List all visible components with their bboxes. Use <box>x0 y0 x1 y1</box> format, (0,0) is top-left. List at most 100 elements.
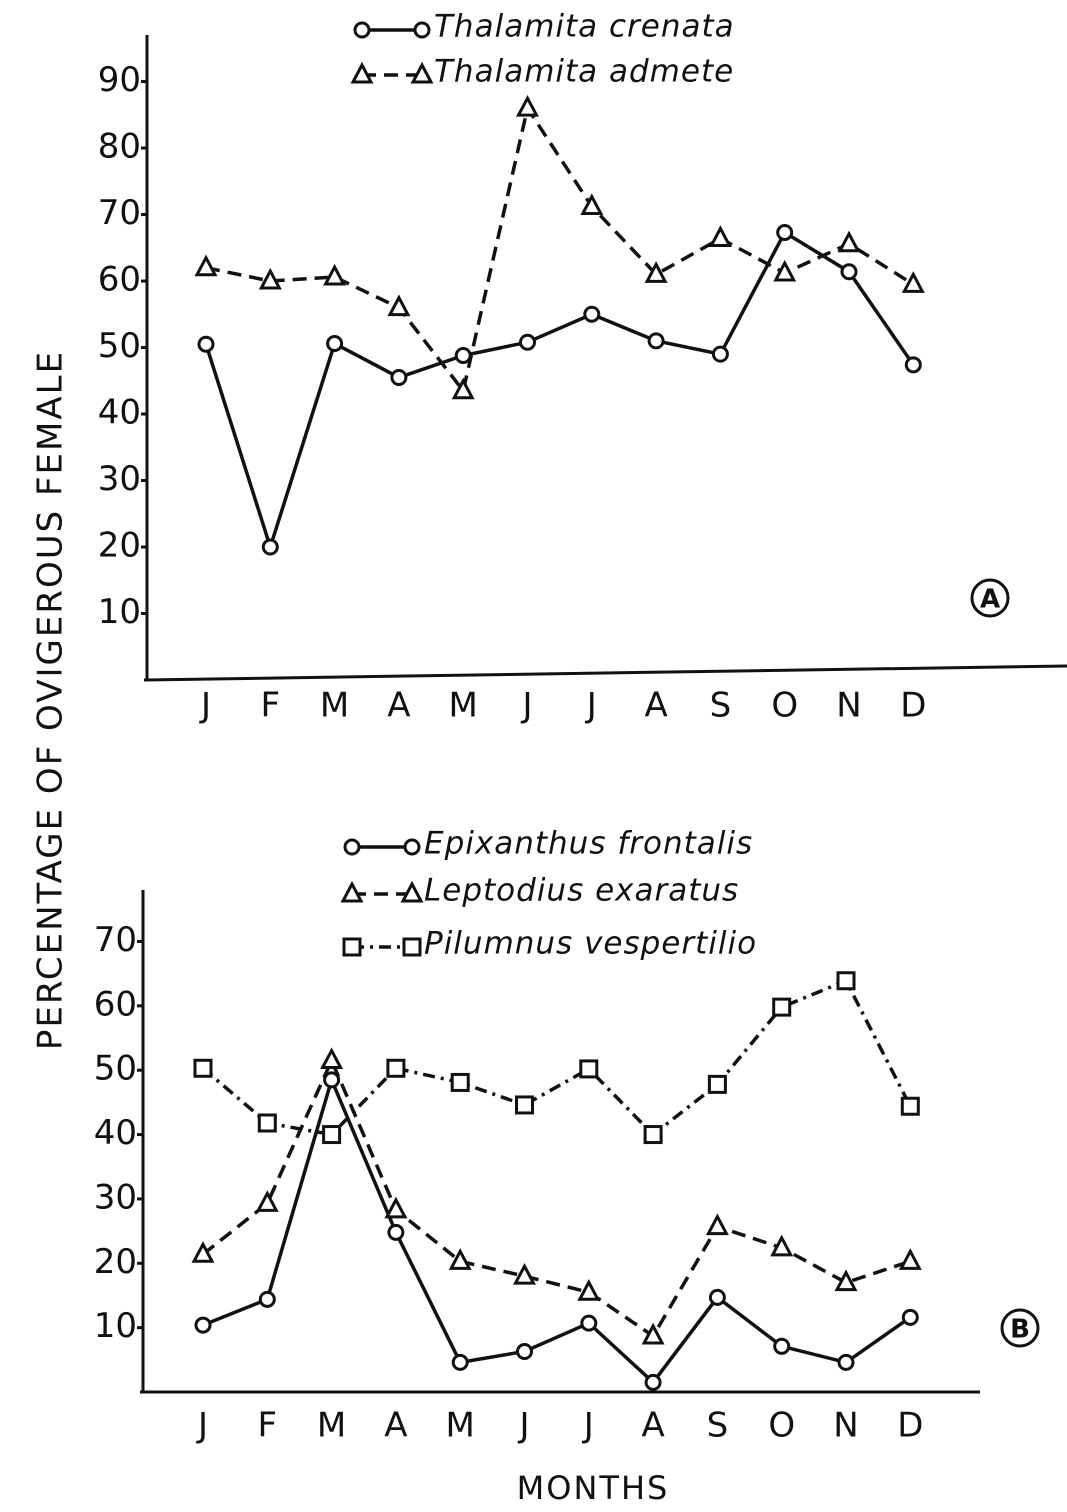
x-axis <box>143 664 1067 682</box>
marker-circle <box>326 335 344 353</box>
x-tick-label: J <box>585 686 597 726</box>
x-tick-label: J <box>582 1406 594 1446</box>
marker-triangle <box>191 1241 215 1263</box>
marker-square <box>193 1058 213 1078</box>
y-tick-label: 20 <box>94 1242 137 1282</box>
marker-triangle <box>773 259 797 282</box>
x-tick-label: A <box>387 686 410 726</box>
marker-triangle <box>194 254 218 277</box>
legend-label: Leptodius exaratus <box>424 873 739 909</box>
x-tick-label: S <box>710 686 732 726</box>
marker-triangle <box>641 1322 665 1345</box>
marker-square <box>836 971 856 991</box>
marker-triangle <box>258 267 282 290</box>
marker-triangle <box>255 1190 279 1212</box>
y-tick-label: 30 <box>94 1177 137 1217</box>
marker-square <box>450 1072 470 1092</box>
legend-label: Thalamita crenata <box>434 9 735 45</box>
marker-circle <box>258 1290 276 1308</box>
marker-triangle <box>580 193 604 216</box>
marker-circle <box>261 538 279 556</box>
y-tick-label: 70 <box>94 920 137 960</box>
y-tick-label: 10 <box>94 1306 137 1346</box>
marker-circle <box>840 263 858 281</box>
marker-square <box>257 1113 277 1133</box>
marker-triangle <box>384 1196 408 1219</box>
x-tick-label: M <box>449 686 478 726</box>
legend-marker <box>350 61 374 84</box>
x-tick-label: D <box>900 686 926 726</box>
marker-circle <box>904 356 922 374</box>
y-axis-label: PERCENTAGE OF OVIGEROUS FEMALE <box>31 350 71 1050</box>
marker-triangle <box>837 230 861 253</box>
marker-triangle <box>834 1269 858 1292</box>
marker-triangle <box>708 225 732 247</box>
marker-circle <box>708 1288 726 1306</box>
legend-marker <box>410 61 434 84</box>
legend-marker <box>400 880 424 903</box>
x-tick-label: M <box>317 1406 346 1446</box>
y-tick-label: 50 <box>94 1049 137 1089</box>
x-axis-label: MONTHS <box>517 1469 670 1507</box>
marker-circle <box>516 1342 533 1360</box>
legend-marker <box>402 937 422 957</box>
series-line <box>205 103 915 395</box>
y-tick-label: 60 <box>94 984 137 1024</box>
y-tick-label: 20 <box>98 526 141 566</box>
marker-circle <box>197 335 215 353</box>
marker-circle <box>901 1308 919 1326</box>
marker-square <box>707 1074 727 1094</box>
y-tick-label: 30 <box>98 459 141 499</box>
marker-triangle <box>513 1262 536 1285</box>
marker-square <box>322 1125 342 1145</box>
legend-marker <box>403 838 421 856</box>
x-tick-label: F <box>261 686 281 726</box>
marker-square <box>579 1059 599 1079</box>
marker-circle <box>583 305 601 323</box>
marker-triangle <box>320 1047 344 1070</box>
marker-square <box>643 1125 663 1145</box>
marker-triangle <box>451 377 475 400</box>
marker-triangle <box>898 1248 922 1270</box>
legend-label: Pilumnus vespertilio <box>424 926 757 962</box>
panel-label: B <box>1010 1315 1030 1345</box>
legend-label: Thalamita admete <box>434 54 734 90</box>
marker-circle <box>711 345 729 363</box>
x-tick-label: D <box>897 1406 923 1446</box>
x-tick-label: M <box>320 686 349 726</box>
marker-triangle <box>705 1213 729 1236</box>
series-line <box>204 230 915 553</box>
marker-circle <box>390 368 408 386</box>
y-tick-label: 70 <box>98 193 141 233</box>
marker-triangle <box>901 271 925 293</box>
y-tick-label: 90 <box>98 60 141 100</box>
marker-circle <box>323 1071 341 1089</box>
x-tick-label: A <box>641 1406 664 1446</box>
x-tick-label: J <box>520 686 532 726</box>
series-line <box>201 1056 911 1339</box>
marker-triangle <box>387 294 411 317</box>
legend-marker <box>413 21 431 39</box>
marker-circle <box>776 223 794 241</box>
marker-circle <box>454 347 472 365</box>
legend-label: Epixanthus frontalis <box>424 826 753 862</box>
marker-square <box>900 1096 920 1116</box>
legend-marker <box>353 21 371 39</box>
panel-label-circle <box>1000 1308 1040 1348</box>
legend-marker <box>342 937 362 957</box>
x-tick-label: A <box>384 1406 407 1446</box>
marker-circle <box>519 333 536 351</box>
x-tick-label: J <box>517 1406 529 1446</box>
marker-triangle <box>448 1248 472 1270</box>
x-tick-label: J <box>196 1406 208 1446</box>
panel-label: A <box>980 585 1000 615</box>
marker-triangle <box>577 1279 601 1301</box>
x-tick-label: N <box>836 686 861 726</box>
y-tick-label: 80 <box>98 127 141 167</box>
x-tick-label: O <box>768 1406 795 1446</box>
marker-triangle <box>516 94 539 117</box>
x-tick-label: N <box>833 1406 858 1446</box>
marker-triangle <box>323 263 347 286</box>
marker-triangle <box>770 1234 794 1257</box>
marker-square <box>386 1058 406 1078</box>
